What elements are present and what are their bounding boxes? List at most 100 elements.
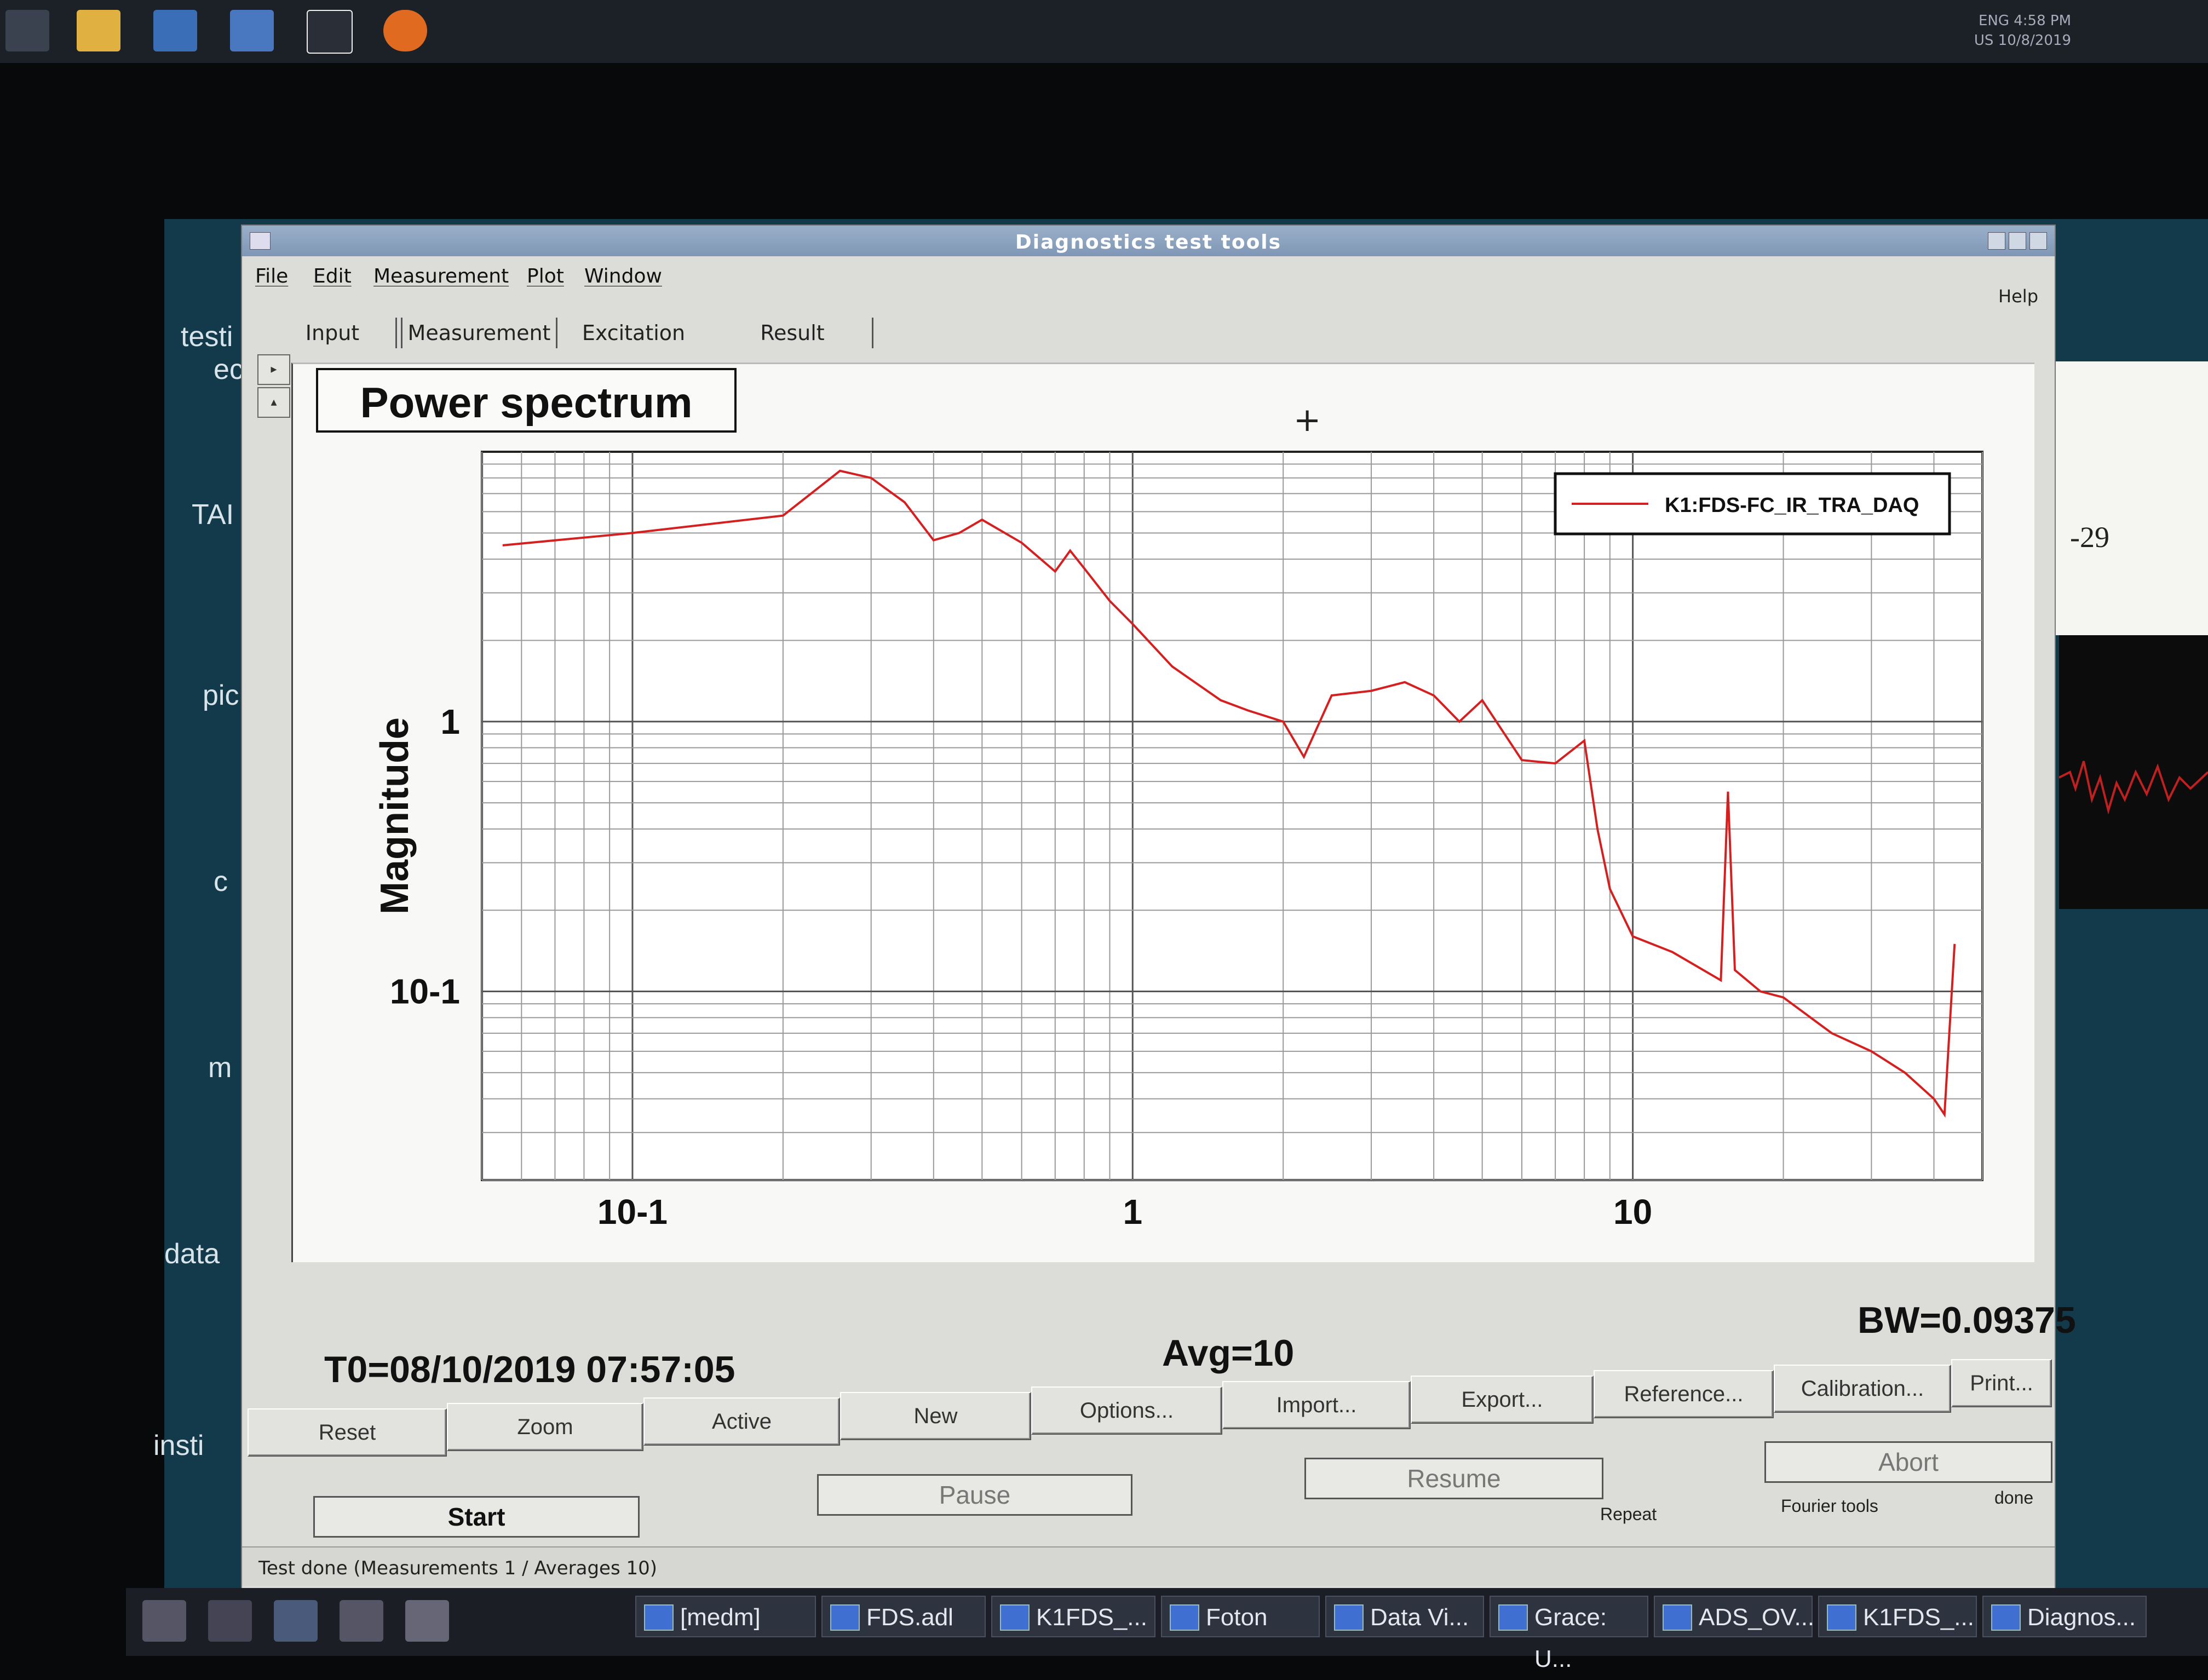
system-tray: ENG 4:58 PM US 10/8/2019	[1974, 11, 2071, 50]
media-player-icon[interactable]	[153, 10, 197, 51]
status-bar: Test done (Measurements 1 / Averages 10)	[242, 1546, 2055, 1586]
export-button[interactable]: Export...	[1411, 1376, 1594, 1424]
window-icon	[1663, 1604, 1692, 1631]
app-menu-icon[interactable]	[142, 1600, 186, 1642]
taskbar-item[interactable]: Diagnos...	[1982, 1596, 2147, 1637]
tab-excitation[interactable]: Excitation	[582, 321, 686, 345]
x-tick-label: 10-1	[597, 1192, 668, 1232]
start-button[interactable]: Start	[313, 1496, 640, 1538]
menu-file[interactable]: File	[255, 265, 289, 287]
desktop-label: m	[208, 1052, 232, 1084]
pause-button[interactable]: Pause	[817, 1474, 1132, 1516]
tab-result[interactable]: Result	[713, 318, 873, 348]
t0-label: T0=08/10/2019 07:57:05	[324, 1349, 735, 1390]
window-icon	[1334, 1604, 1364, 1631]
status-text: Test done (Measurements 1 / Averages 10)	[258, 1557, 657, 1579]
close-icon[interactable]	[2029, 232, 2047, 250]
desktop-label: c	[214, 866, 228, 897]
window-icon	[1170, 1604, 1199, 1631]
folder-icon[interactable]	[77, 10, 120, 51]
bw-label: BW=0.09375	[1858, 1299, 2076, 1341]
taskbar-item[interactable]: Grace: U...	[1490, 1596, 1648, 1672]
x-tick-label: 1	[1123, 1192, 1142, 1232]
window-icon	[1991, 1604, 2021, 1631]
x-tick-label: 10	[1613, 1192, 1652, 1232]
reference-button[interactable]: Reference...	[1594, 1370, 1774, 1418]
top-taskbar: ENG 4:58 PM US 10/8/2019	[0, 0, 2208, 63]
window-icon	[830, 1604, 860, 1631]
files-icon[interactable]	[208, 1600, 252, 1642]
desktop-label: testi	[181, 321, 233, 353]
window-icon	[1000, 1604, 1030, 1631]
desktop-label: TAI	[192, 499, 234, 531]
print-button[interactable]: Print...	[1951, 1359, 2052, 1407]
crosshair-cursor: +	[1293, 401, 1321, 439]
taskbar-item-label: ADS_OV...	[1699, 1604, 1815, 1631]
calibration-button[interactable]: Calibration...	[1774, 1365, 1951, 1413]
desktop-icon[interactable]	[340, 1600, 383, 1642]
y-axis-label: Magnitude	[373, 717, 417, 914]
network-icon[interactable]	[230, 10, 274, 51]
tray-region: US	[1974, 32, 1994, 49]
import-button[interactable]: Import...	[1222, 1381, 1411, 1429]
window-title: Diagnostics test tools	[1015, 231, 1282, 254]
menu-bar: File Edit Measurement Plot Window	[242, 257, 2055, 291]
firefox-icon[interactable]	[383, 10, 427, 51]
taskbar-item-label: FDS.adl	[866, 1604, 953, 1631]
maximize-icon[interactable]	[2009, 232, 2026, 250]
background-window-plot	[2058, 635, 2208, 909]
new-button[interactable]: New	[840, 1392, 1031, 1440]
taskbar-item[interactable]: Foton	[1161, 1596, 1320, 1637]
play-icon[interactable]	[307, 10, 353, 54]
legend-label: K1:FDS-FC_IR_TRA_DAQ	[1665, 494, 1919, 517]
desktop-label: ec	[214, 354, 244, 386]
plot-frame	[481, 451, 1983, 1181]
taskbar-item-label: Grace: U...	[1534, 1604, 1607, 1672]
window-icon	[644, 1604, 674, 1631]
tray-time: 4:58 PM	[2014, 13, 2071, 29]
y-tick-label: 1	[440, 702, 460, 741]
reset-button[interactable]: Reset	[248, 1408, 447, 1457]
tray-lang: ENG	[1978, 13, 2009, 29]
fourier-tools-option[interactable]: Fourier tools	[1781, 1496, 1878, 1516]
terminal-icon[interactable]	[405, 1600, 449, 1642]
menu-measurement[interactable]: Measurement	[373, 265, 509, 287]
taskbar-item[interactable]: K1FDS_...	[1818, 1596, 1977, 1637]
options-button[interactable]: Options...	[1031, 1386, 1222, 1435]
tab-input[interactable]: Input	[269, 318, 397, 348]
active-button[interactable]: Active	[643, 1397, 840, 1446]
menu-window[interactable]: Window	[584, 265, 662, 287]
repeat-option[interactable]: Repeat	[1600, 1504, 1657, 1524]
tab-measurement[interactable]: Measurement	[401, 318, 557, 348]
taskbar-item[interactable]: [medm]	[635, 1596, 816, 1637]
title-bar[interactable]: Diagnostics test tools	[242, 226, 2055, 256]
plot-title: Power spectrum	[360, 378, 693, 427]
taskbar-item-label: Data Vi...	[1370, 1604, 1469, 1631]
taskbar-item[interactable]: ADS_OV...	[1654, 1596, 1815, 1637]
taskbar-item-label: K1FDS_...	[1036, 1604, 1147, 1631]
avg-label: Avg=10	[1162, 1332, 1295, 1374]
menu-help[interactable]: Help	[1998, 286, 2038, 307]
background-window[interactable]: -29	[2037, 361, 2208, 635]
window-icon	[1498, 1604, 1528, 1631]
taskbar-item[interactable]: Data Vi...	[1325, 1596, 1484, 1637]
tab-row: Input Measurement Excitation Result	[242, 313, 2055, 352]
abort-button[interactable]: Abort	[1764, 1441, 2052, 1483]
resume-button[interactable]: Resume	[1304, 1458, 1603, 1499]
zoom-button[interactable]: Zoom	[447, 1403, 643, 1451]
taskbar-item[interactable]: FDS.adl	[821, 1596, 986, 1637]
menu-plot[interactable]: Plot	[527, 265, 564, 287]
browser-icon[interactable]	[274, 1600, 318, 1642]
minimize-icon[interactable]	[1988, 232, 2005, 250]
taskbar-item[interactable]: K1FDS_...	[991, 1596, 1155, 1637]
menu-icon[interactable]	[5, 10, 49, 51]
menu-edit[interactable]: Edit	[313, 265, 352, 287]
scroll-up-icon[interactable]: ▴	[257, 387, 290, 418]
window-menu-icon[interactable]	[250, 232, 271, 250]
desktop-label: pic	[203, 680, 239, 711]
background-trace	[2058, 761, 2208, 815]
taskbar-item-label: K1FDS_...	[1863, 1604, 1974, 1631]
scroll-right-icon[interactable]: ▸	[257, 354, 290, 385]
